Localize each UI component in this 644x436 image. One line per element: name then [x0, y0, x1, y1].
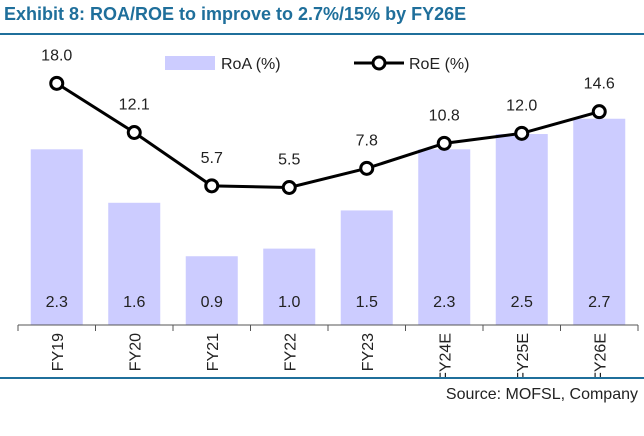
legend-label-roa: RoA (%) [221, 56, 281, 73]
source-note: Source: MOFSL, Company [445, 386, 638, 403]
x-tick-label-fy24e: FY24E [437, 333, 454, 378]
roe-label-fy24e: 10.8 [429, 107, 460, 124]
footer-rule [0, 377, 644, 379]
roe-label-fy20: 12.1 [119, 97, 150, 114]
roe-point-fy23 [359, 160, 375, 176]
x-tick-label-fy22: FY22 [282, 333, 299, 371]
bar-fy19 [30, 149, 83, 325]
roa-label-fy22: 1.0 [278, 294, 300, 311]
roa-label-fy26e: 2.7 [588, 294, 610, 311]
roa-label-fy25e: 2.5 [511, 294, 533, 311]
legend-label-roe: RoE (%) [409, 56, 469, 73]
roe-point-fy19 [49, 75, 65, 91]
x-tick-label-fy21: FY21 [205, 333, 222, 371]
bar-fy26e [573, 118, 626, 325]
legend: RoA (%) RoE (%) [165, 55, 469, 73]
title-rule [0, 33, 644, 35]
roe-line [55, 82, 600, 190]
x-tick-label-fy19: FY19 [50, 333, 67, 371]
roa-label-fy23: 1.5 [356, 294, 378, 311]
combo-chart: 18.0 12.1 5.7 5.5 7.8 10.8 12.0 14.6 2.3 1.6 0.9 1.… [17, 47, 639, 378]
bar-fy25e [495, 134, 548, 325]
x-tick-label-fy25e: FY25E [515, 333, 532, 378]
roe-label-fy25e: 12.0 [506, 97, 537, 114]
x-tick-label-fy20: FY20 [127, 333, 144, 371]
roe-label-fy22: 5.5 [278, 152, 300, 169]
bar-fy22 [263, 248, 316, 325]
x-tick-label-fy23: FY23 [360, 333, 377, 371]
line-layer [49, 75, 607, 195]
chart-title: Exhibit 8: ROA/ROE to improve to 2.7%/15… [4, 4, 467, 24]
roa-label-fy19: 2.3 [46, 294, 68, 311]
bars-layer [30, 118, 626, 325]
bar-fy21 [185, 256, 238, 325]
bar-fy20 [108, 202, 161, 325]
roe-label-fy23: 7.8 [356, 132, 378, 149]
roe-label-fy21: 5.7 [201, 150, 223, 167]
roe-point-fy21 [204, 178, 220, 194]
x-tick-label-fy26e: FY26E [592, 333, 609, 378]
legend-marker-roe [371, 55, 387, 71]
roe-label-fy19: 18.0 [41, 47, 72, 64]
roa-label-fy20: 1.6 [123, 294, 145, 311]
roe-point-fy26e [591, 104, 607, 120]
roe-label-fy26e: 14.6 [584, 76, 615, 93]
bar-fy24e [418, 149, 471, 325]
bar-fy23 [340, 210, 393, 325]
axis-layer: FY19 FY20 FY21 FY22 FY23 FY24E FY25E FY26E [17, 324, 639, 378]
roa-label-fy24e: 2.3 [433, 294, 455, 311]
legend-swatch-roa [165, 56, 215, 70]
roe-point-fy25e [514, 125, 530, 141]
roe-point-fy20 [126, 125, 142, 140]
roe-point-fy22 [281, 180, 297, 195]
labels-layer: 18.0 12.1 5.7 5.5 7.8 10.8 12.0 14.6 2.3 1.6 0.9 1.… [41, 47, 615, 311]
roa-label-fy21: 0.9 [201, 294, 223, 311]
roe-point-fy24e [436, 135, 452, 151]
